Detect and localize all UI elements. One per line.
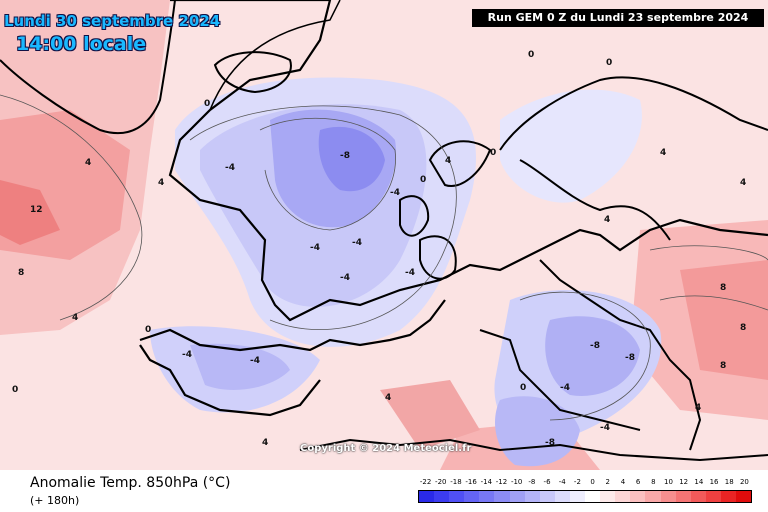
- contour-label: -4: [182, 350, 192, 360]
- legend-label: 10: [664, 478, 673, 486]
- legend-swatch: [615, 491, 631, 502]
- legend-label: -6: [543, 478, 551, 486]
- contour-label: 8: [18, 268, 24, 278]
- legend-swatch: [569, 491, 586, 502]
- legend-swatch: [464, 491, 480, 502]
- contour-label: 4: [740, 178, 746, 188]
- forecast-time: 14:00 locale: [16, 33, 147, 55]
- legend-swatch: [539, 491, 555, 502]
- legend-swatch: [600, 491, 616, 502]
- parameter-title: Anomalie Temp. 850hPa (°C): [30, 475, 231, 491]
- legend-label: -2: [573, 478, 581, 486]
- legend-label: -22: [419, 478, 432, 486]
- contour-label: -4: [225, 163, 235, 173]
- run-info: Run GEM 0 Z du Lundi 23 septembre 2024: [472, 9, 764, 27]
- contour-label: -4: [390, 188, 400, 198]
- contour-label: 0: [606, 58, 612, 68]
- legend-swatch: [585, 491, 601, 502]
- contour-label: 4: [72, 313, 78, 323]
- legend-swatch: [660, 491, 676, 502]
- legend-label: -20: [435, 478, 447, 486]
- legend-label: 4: [620, 478, 626, 486]
- contour-label: 8: [720, 283, 726, 293]
- contour-label: -4: [250, 356, 260, 366]
- contour-label: 0: [204, 99, 210, 109]
- legend-labels: -22 -20 -18 -16 -14 -12 -10 -8 -6 -4 -2 0 2 4 6 8 10 12 14…: [418, 478, 752, 488]
- contour-label: 0: [490, 148, 496, 158]
- contour-label: -4: [600, 423, 610, 433]
- legend-swatch: [720, 491, 736, 502]
- legend-label: 12: [679, 478, 689, 486]
- contour-label: -4: [310, 243, 320, 253]
- legend-swatch: [524, 491, 540, 502]
- contour-label: 4: [445, 156, 451, 166]
- contour-label: -4: [352, 238, 362, 248]
- legend-label: -4: [558, 478, 566, 486]
- contour-label: -8: [340, 151, 350, 161]
- legend-label: 16: [709, 478, 719, 486]
- legend-bar: [418, 490, 752, 503]
- legend-swatch: [735, 491, 752, 502]
- contour-label: 0: [420, 175, 426, 185]
- legend-swatch: [479, 491, 495, 502]
- legend-label: 8: [651, 478, 656, 486]
- contour-label: -4: [405, 268, 415, 278]
- contour-label: -8: [625, 353, 635, 363]
- legend-label: 20: [739, 478, 749, 486]
- legend-swatch: [449, 491, 465, 502]
- legend-label: -16: [465, 478, 477, 486]
- color-legend: -22 -20 -18 -16 -14 -12 -10 -8 -6 -4 -2 0 2 4 6 8 10 12 14…: [418, 478, 752, 506]
- legend-swatch: [494, 491, 510, 502]
- legend-swatch: [705, 491, 721, 502]
- legend-swatch: [630, 491, 646, 502]
- legend-label: -8: [528, 478, 536, 486]
- anomaly-map: 12 4 4 8 4 0 -8 -4 -4 -4 -4 -4 -4 0 4 -4…: [0, 0, 768, 470]
- contour-label: 4: [695, 403, 701, 413]
- contour-label: 0: [145, 325, 151, 335]
- contour-label: 4: [262, 438, 268, 448]
- contour-label: 8: [720, 361, 726, 371]
- contour-label: 4: [158, 178, 164, 188]
- legend-swatch: [645, 491, 661, 502]
- contour-label: 0: [12, 385, 18, 395]
- legend-label: 14: [694, 478, 704, 486]
- contour-label: 12: [30, 205, 43, 215]
- legend-label: -14: [480, 478, 493, 486]
- legend-label: -12: [495, 478, 508, 486]
- copyright: Copyright © 2024 Meteociel.fr: [300, 443, 472, 454]
- contour-label: -8: [545, 438, 555, 448]
- legend-swatch: [554, 491, 570, 502]
- legend-swatch: [675, 491, 691, 502]
- contour-label: 0: [520, 383, 526, 393]
- contour-label: -4: [340, 273, 350, 283]
- legend-swatch: [434, 491, 450, 502]
- legend-label: 2: [605, 478, 610, 486]
- legend-label: 6: [635, 478, 641, 486]
- contour-label: 8: [740, 323, 746, 333]
- contour-label: 0: [528, 50, 534, 60]
- contour-label: -4: [560, 383, 570, 393]
- lead-time: (+ 180h): [30, 494, 80, 507]
- legend-label: -18: [450, 478, 462, 486]
- legend-swatch: [419, 491, 435, 502]
- legend-label: -10: [510, 478, 523, 486]
- contour-label: 4: [385, 393, 391, 403]
- legend-swatch: [690, 491, 706, 502]
- contour-label: -8: [590, 341, 600, 351]
- legend-label: 0: [590, 478, 595, 486]
- legend-label: 18: [724, 478, 734, 486]
- contour-label: 4: [604, 215, 610, 225]
- forecast-date: Lundi 30 septembre 2024: [4, 12, 221, 30]
- legend-swatch: [509, 491, 525, 502]
- contour-label: 4: [660, 148, 666, 158]
- contour-label: 4: [85, 158, 91, 168]
